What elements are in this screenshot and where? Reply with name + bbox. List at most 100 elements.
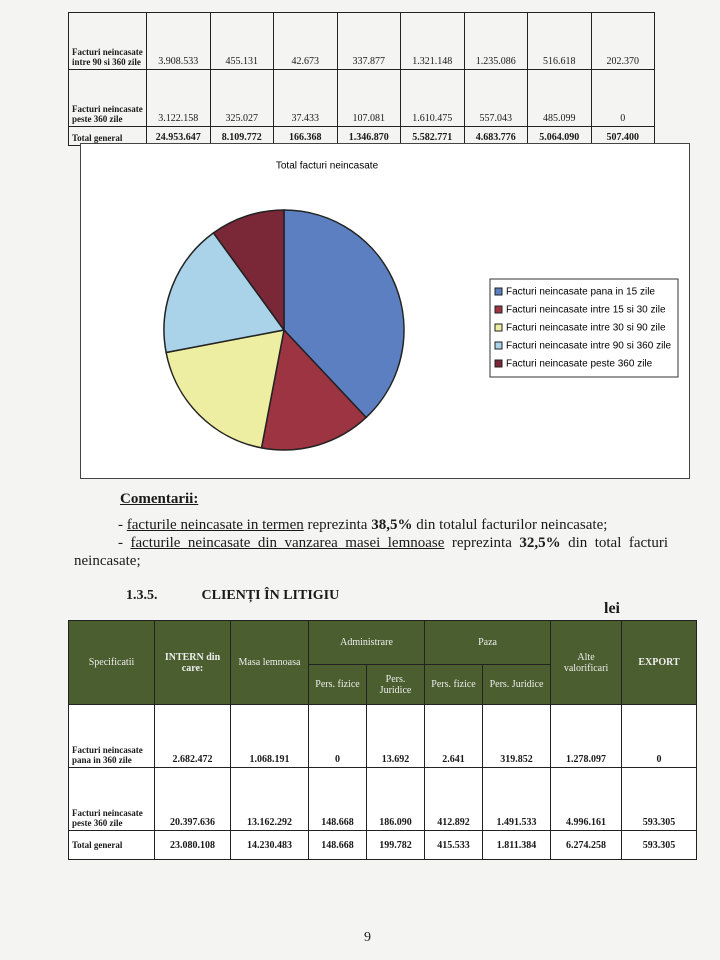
table-row: Total general 23.080.108 14.230.483 148.668… [68, 830, 697, 860]
table-cell: 325.027 [209, 69, 274, 127]
table-cell: 2.682.472 [154, 704, 231, 768]
unit: lei [604, 600, 620, 617]
table-cell: 1.235.086 [463, 12, 528, 70]
section-number: 1.3.5. [126, 588, 158, 603]
table-cell: 3.122.158 [146, 69, 211, 127]
table-cell: Facturi neincasate intre 90 si 360 zile [68, 12, 147, 70]
comment-dash: - [118, 535, 123, 551]
pie-slice [212, 209, 285, 333]
comment-lead: facturile neincasate din vanzarea masei … [130, 535, 445, 551]
legend-swatch [494, 359, 503, 368]
header-cell: Alte valorificari [550, 620, 623, 705]
table-cell: 23.080.108 [154, 830, 231, 860]
legend-label: Facturi neincasate intre 90 si 360 zile [506, 341, 672, 352]
comment-lead: facturile neincasate in termen [126, 517, 304, 533]
comment: - facturile neincasate in termen reprezi… [74, 516, 668, 534]
legend-swatch [494, 323, 503, 332]
table-cell: Facturi neincasate pana in 360 zile [68, 704, 155, 768]
legend-swatch [494, 287, 503, 296]
legend-label: Facturi neincasate peste 360 zile [506, 359, 653, 370]
table-cell: 593.305 [621, 767, 697, 831]
table-cell: 0 [621, 704, 697, 768]
comments-heading: Comentarii: [120, 491, 199, 507]
pie-slice [163, 231, 286, 354]
table-cell: 557.043 [463, 69, 528, 127]
table-cell: 6.274.258 [550, 830, 623, 860]
table-cell: 0 [590, 69, 655, 127]
pie-chart: Total facturi neincasate Facturi neincas… [163, 161, 679, 451]
table-cell: 199.782 [365, 830, 426, 860]
table-cell: 319.852 [482, 704, 552, 768]
table-row: Facturi neincasate peste 360 zile 3.122.1… [68, 69, 655, 127]
comment-dash: - [118, 517, 123, 533]
table-cell: 4.996.161 [550, 767, 623, 831]
table-cell: 3.908.533 [146, 12, 211, 70]
table-cell: 1.321.148 [400, 12, 465, 70]
legend-swatch [494, 341, 503, 350]
table-cell: 202.370 [590, 12, 655, 70]
table-cell: 148.668 [308, 830, 367, 860]
header-cell: Pers. fizice [424, 664, 484, 705]
header-cell: Pers. Juridice [365, 664, 426, 705]
comment: - facturile neincasate din vanzarea mase… [74, 534, 668, 570]
table-cell: Facturi neincasate peste 360 zile [68, 69, 147, 127]
header-cell: Specificatii [68, 620, 155, 705]
legend-label: Facturi neincasate intre 30 si 90 zile [506, 323, 666, 334]
header-cell: Pers. fizice [308, 664, 367, 705]
table-cell: 1.491.533 [482, 767, 552, 831]
table-cell: 1.610.475 [400, 69, 465, 127]
top-table: Facturi neincasate intre 90 si 360 zile 3… [68, 12, 655, 146]
table-cell: 593.305 [621, 830, 697, 860]
table-cell: 1.068.191 [230, 704, 309, 768]
table-cell: 42.673 [273, 12, 338, 70]
table-row: Facturi neincasate peste 360 zile 20.397.… [68, 767, 697, 831]
table-cell: 516.618 [527, 12, 592, 70]
table-row: Facturi neincasate pana in 360 zile 2.682… [68, 704, 697, 768]
table-row: Total general 24.953.647 8.109.772 166.368 1… [68, 126, 655, 146]
table-cell: 13.692 [365, 704, 426, 768]
table-cell: Total general [68, 830, 155, 860]
comment-text: reprezinta [307, 517, 368, 533]
comment-text: din total facturi neincasate; [74, 535, 669, 569]
comment-text: reprezinta [451, 535, 512, 551]
legend-swatch [494, 305, 503, 314]
table-cell: 412.892 [424, 767, 484, 831]
comment-percent: 32,5% [519, 535, 561, 551]
table-cell: 1.278.097 [550, 704, 623, 768]
table-cell: 1.811.384 [482, 830, 552, 860]
table-cell: 2.641 [424, 704, 484, 768]
table-cell: 455.131 [209, 12, 274, 70]
table-cell: 37.433 [273, 69, 338, 127]
page-number: 9 [364, 930, 371, 945]
comment-text: din totalul facturilor neincasate; [416, 517, 608, 533]
table-cell: 13.162.292 [230, 767, 309, 831]
table-cell: 337.877 [336, 12, 401, 70]
table-cell: 148.668 [308, 767, 367, 831]
table-cell: 0 [308, 704, 367, 768]
section-title: CLIENȚI ÎN LITIGIU [201, 588, 340, 603]
table-cell: Facturi neincasate peste 360 zile [68, 767, 155, 831]
table-cell: 415.533 [424, 830, 484, 860]
table-cell: 186.090 [365, 767, 426, 831]
chart-box: Total facturi neincasate Facturi neincas… [80, 143, 690, 479]
header-cell: Pers. Juridice [482, 664, 552, 705]
legend-box [489, 278, 679, 378]
header-cell: INTERN din care: [154, 620, 231, 705]
bottom-table: Specificatii INTERN din care: Masa lemno… [68, 620, 697, 860]
chart-title: Total facturi neincasate [276, 161, 379, 172]
legend-label: Facturi neincasate pana in 15 zile [506, 287, 655, 298]
table-row: Facturi neincasate intre 90 si 360 zile 3… [68, 12, 655, 70]
legend-label: Facturi neincasate intre 15 si 30 zile [506, 305, 666, 316]
comments: Comentarii: - facturile neincasate in te… [74, 490, 668, 570]
header-cell: Administrare [307, 620, 426, 665]
header-cell: EXPORT [621, 620, 697, 705]
table-cell: 20.397.636 [154, 767, 231, 831]
section-heading: 1.3.5. CLIENȚI ÎN LITIGIU [126, 588, 383, 604]
pie-slice [165, 329, 285, 449]
header-cell: Paza [424, 620, 552, 665]
pie-slice [260, 328, 368, 451]
pie-slice [283, 209, 405, 419]
comment-percent: 38,5% [371, 517, 413, 533]
table-cell: 485.099 [527, 69, 592, 127]
